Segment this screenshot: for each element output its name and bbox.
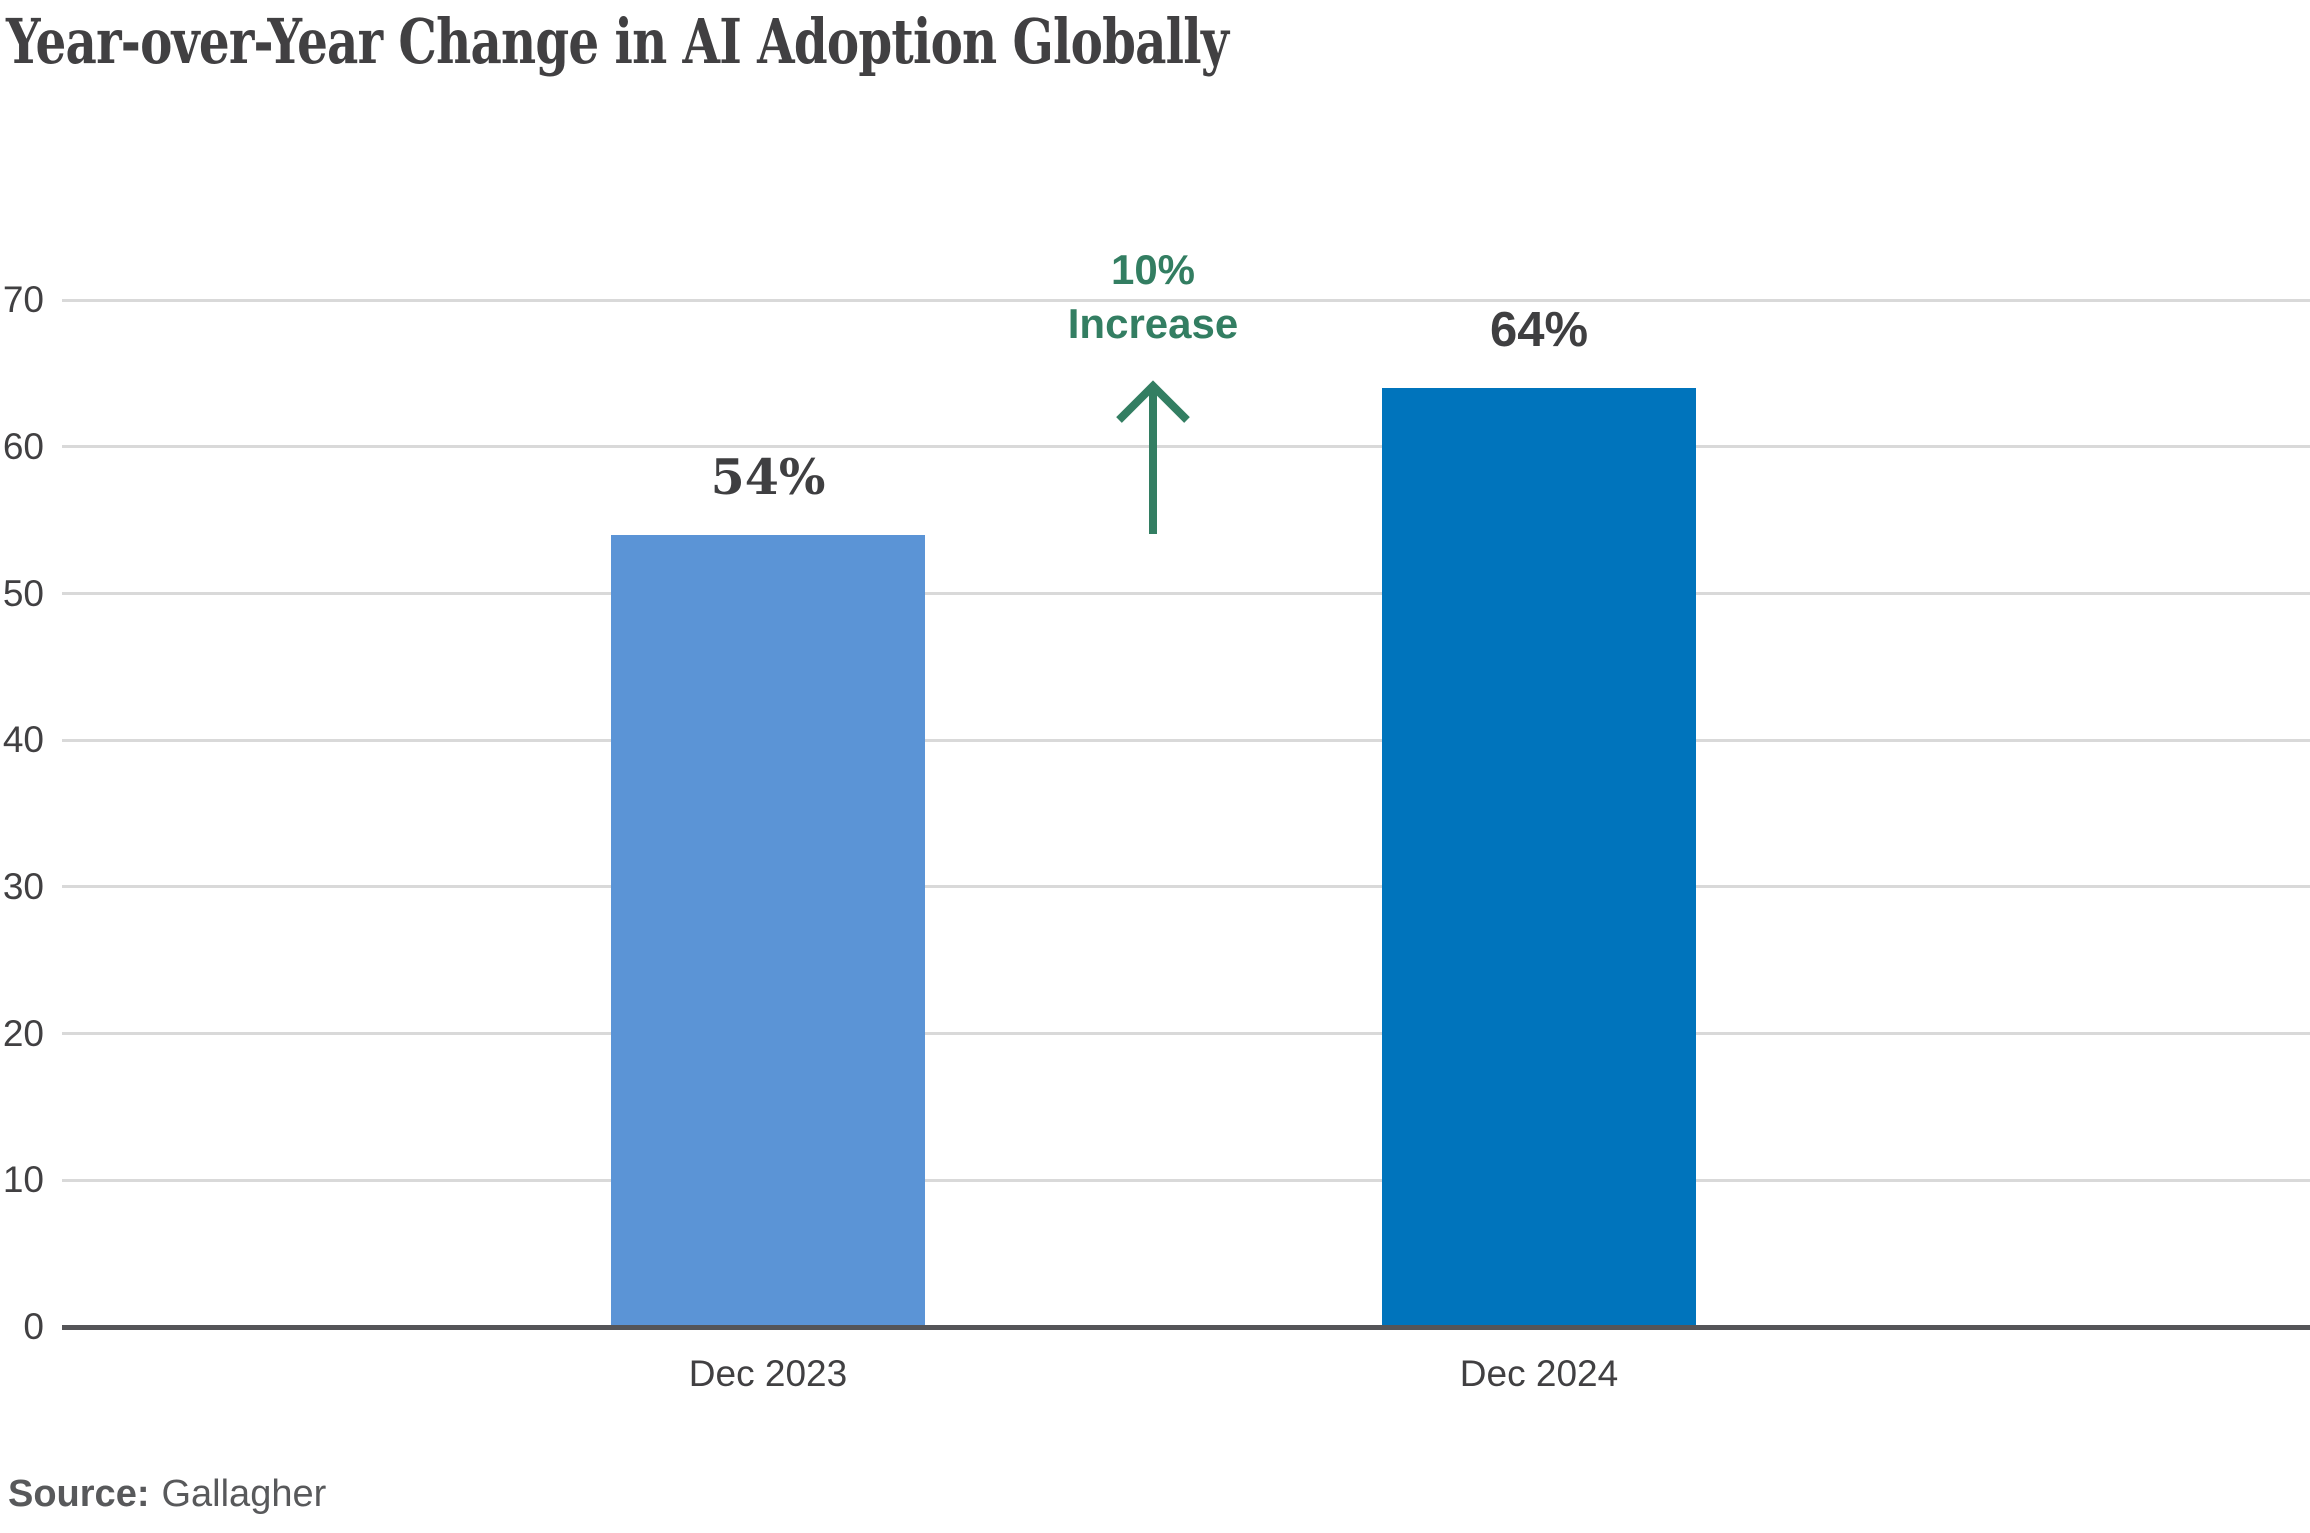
increase-annotation: 10% Increase — [1003, 246, 1303, 546]
y-tick-label-40: 40 — [2, 719, 44, 760]
source-label: Source: — [8, 1473, 150, 1515]
x-category-label-dec-2024: Dec 2024 — [1459, 1353, 1619, 1394]
y-tick-label-10: 10 — [2, 1159, 44, 1200]
value-label-dec-2023: 54% — [710, 448, 826, 506]
bar-dec-2024 — [1382, 388, 1696, 1327]
y-tick-label-0: 0 — [23, 1306, 44, 1347]
y-tick-label-70: 70 — [2, 279, 44, 320]
source-line: Source: Gallagher — [8, 1470, 326, 1518]
x-axis-line — [62, 1325, 2310, 1330]
gridline-10 — [62, 1179, 2310, 1182]
gridline-60 — [62, 445, 2310, 448]
gridline-50 — [62, 592, 2310, 595]
gridline-70 — [62, 299, 2310, 302]
y-tick-label-60: 60 — [2, 426, 44, 467]
x-category-label-dec-2023: Dec 2023 — [688, 1353, 848, 1394]
up-arrow-icon — [1116, 380, 1190, 534]
gridline-40 — [62, 739, 2310, 742]
bar-dec-2023 — [611, 535, 925, 1327]
gridline-20 — [62, 1032, 2310, 1035]
annotation-label-text: Increase — [1067, 300, 1239, 347]
y-tick-label-50: 50 — [2, 573, 44, 614]
y-tick-label-20: 20 — [2, 1013, 44, 1054]
annotation-value-text: 10% — [1110, 246, 1196, 293]
chart-title: Year-over-Year Change in AI Adoption Glo… — [6, 5, 1229, 78]
y-tick-label-30: 30 — [2, 866, 44, 907]
value-label-dec-2024: 64% — [1489, 303, 1589, 357]
source-value: Gallagher — [161, 1473, 327, 1515]
gridline-30 — [62, 885, 2310, 888]
